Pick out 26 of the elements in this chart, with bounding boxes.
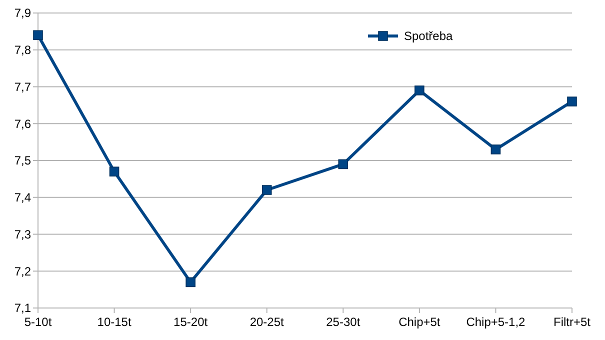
y-tick-label: 7,1 [14,301,32,316]
x-tick-label: 25-30t [326,315,361,329]
y-tick-label: 7,8 [14,43,32,58]
legend-label: Spotřeba [404,29,454,44]
x-tick-label: 10-15t [97,315,132,329]
x-tick-label: 5-10t [24,315,52,329]
point [33,30,43,40]
y-tick-label: 7,5 [14,154,32,168]
y-tick-label: 7,7 [14,80,32,94]
x-tick-label: Filtr+5t [553,315,592,329]
y-tick-label: 7,4 [14,190,32,205]
x-tick-label: 15-20t [174,315,208,329]
point [262,185,272,195]
y-tick-label: 7,9 [14,6,32,20]
x-tick-label: Chip+5-1,2 [466,315,526,329]
x-tick-label: Chip+5t [398,315,441,329]
point [109,166,120,176]
x-tick-label: 20-25t [250,315,285,329]
y-tick-label: 7,6 [14,116,32,131]
point [490,144,501,154]
y-tick-label: 7,2 [14,264,32,278]
y-tick-label: 7,3 [14,227,32,242]
point [338,159,348,170]
point [186,277,196,288]
point [567,96,577,106]
point [414,86,424,96]
